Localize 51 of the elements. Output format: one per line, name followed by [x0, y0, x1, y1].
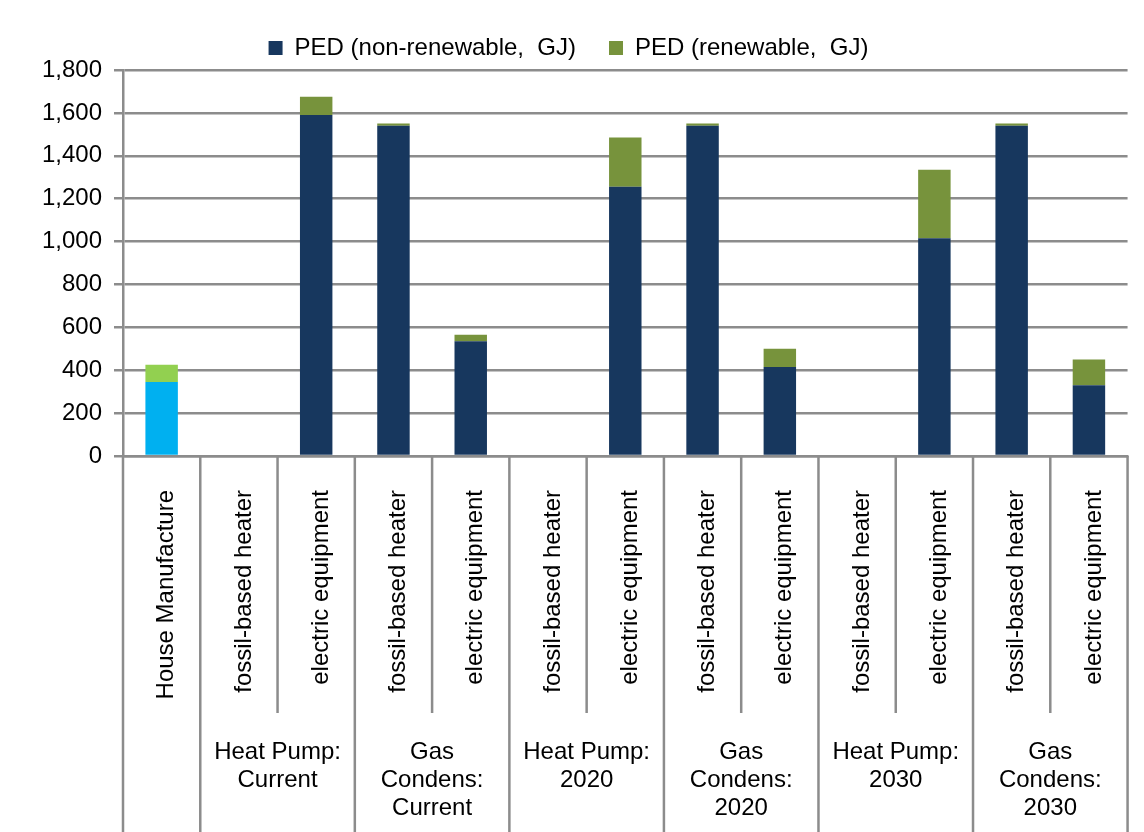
bar [918, 169, 951, 239]
x-tick-label: fossil-based heater [228, 489, 256, 693]
x-tick-label: fossil-based heater [846, 489, 874, 693]
bar [454, 334, 487, 342]
bar [763, 348, 797, 368]
y-tick-label: 0 [88, 440, 102, 468]
bar [145, 364, 178, 383]
bar [686, 125, 719, 455]
text: Heat Pump: 2030 [832, 736, 960, 792]
x-tick-label: fossil-based heater [692, 489, 720, 693]
y-tick-label: 800 [61, 269, 102, 297]
bar [454, 341, 487, 455]
x-tick-label: fossil-based heater [537, 489, 565, 693]
bar [377, 125, 410, 455]
legend-label: PED (renewable, GJ) [635, 32, 869, 60]
y-tick-label: 600 [61, 311, 102, 339]
bar [918, 238, 951, 455]
bar [299, 96, 333, 116]
text: Gas Condens: 2030 [998, 736, 1102, 820]
x-tick-label: House Manufacture [151, 490, 179, 700]
text: Gas Condens: 2020 [689, 736, 793, 820]
bar [995, 123, 1028, 126]
bar [377, 123, 410, 126]
text: Heat Pump: 2020 [523, 736, 651, 792]
legend-label: PED (non-renewable, GJ) [294, 32, 577, 60]
y-tick-label: 1,400 [41, 140, 102, 168]
text: Gas Condens: Current [380, 736, 484, 820]
x-tick-label: electric equipment [460, 489, 488, 685]
x-tick-label: electric equipment [614, 489, 642, 685]
bar [145, 382, 178, 455]
y-tick-label: 1,800 [41, 54, 102, 82]
bar [1072, 359, 1106, 386]
y-tick-label: 400 [61, 354, 102, 382]
bar [763, 367, 797, 455]
y-tick-label: 200 [61, 397, 102, 425]
y-tick-label: 1,200 [41, 183, 102, 211]
bar [995, 125, 1028, 455]
text: Heat Pump: Current [214, 736, 341, 792]
bar [609, 137, 642, 187]
x-tick-label: electric equipment [769, 489, 797, 685]
y-tick-label: 1,000 [41, 226, 102, 254]
x-tick-label: electric equipment [924, 489, 952, 685]
x-tick-label: fossil-based heater [383, 489, 411, 693]
bar [1072, 385, 1106, 455]
x-tick-label: electric equipment [305, 489, 333, 685]
x-tick-label: fossil-based heater [1001, 489, 1029, 693]
bar [686, 123, 719, 126]
bar [609, 186, 642, 455]
bar [299, 115, 333, 455]
x-tick-label: electric equipment [1078, 489, 1106, 685]
y-tick-label: 1,600 [41, 97, 102, 125]
